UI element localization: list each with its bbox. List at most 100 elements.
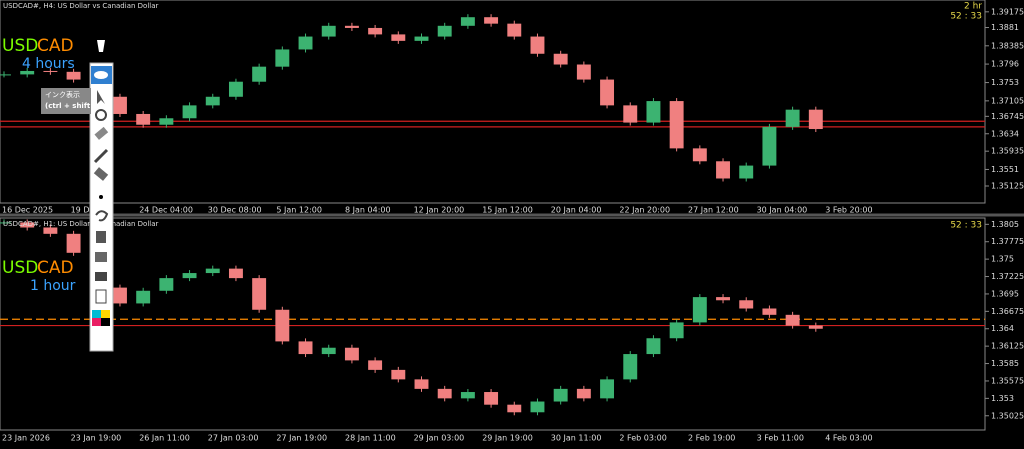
color-yellow[interactable] <box>101 310 110 318</box>
y-tick-label: 1.36675 <box>991 307 1024 316</box>
candle-body <box>368 27 383 35</box>
candle-body <box>159 278 174 291</box>
x-tick-label: 30 Jan 04:00 <box>757 206 808 215</box>
candle-body <box>275 49 290 67</box>
x-tick-label: 3 Feb 11:00 <box>757 434 804 443</box>
y-tick-label: 1.38385 <box>991 41 1024 50</box>
candle-body <box>391 34 406 41</box>
candle-body <box>530 36 545 54</box>
y-tick-label: 1.36745 <box>991 112 1024 121</box>
tooltip-shortcut: (ctrl + shift + <box>45 102 99 110</box>
marker-tool[interactable] <box>93 167 109 181</box>
countdown: 52 : 33 <box>950 12 982 22</box>
y-tick-label: 1.35125 <box>991 182 1024 191</box>
candle-body <box>275 309 290 342</box>
candle-body <box>344 347 359 361</box>
candle-body <box>437 388 452 399</box>
candle-body <box>460 392 475 399</box>
candle-body <box>576 64 591 80</box>
x-tick-label: 16 Dec 2025 <box>2 206 53 215</box>
x-tick-label: 26 Jan 11:00 <box>139 434 190 443</box>
candle-body <box>716 297 730 301</box>
camera-tool[interactable] <box>95 272 107 281</box>
candle-body <box>692 148 707 162</box>
x-tick-label: 2 Feb 19:00 <box>688 434 735 443</box>
y-tick-label: 1.35575 <box>991 376 1024 385</box>
y-tick-label: 1.3796 <box>991 60 1019 69</box>
candle-body <box>136 113 151 125</box>
timer-hours: 2 hr <box>964 2 982 12</box>
x-tick-label: 24 Dec 04:00 <box>139 206 193 215</box>
y-tick-label: 1.375 <box>991 255 1014 264</box>
candle-body <box>600 379 615 399</box>
x-tick-label: 19 Dec 1 <box>71 206 107 215</box>
candle-body <box>484 392 499 405</box>
candle-body <box>159 118 174 125</box>
clipboard-tool[interactable] <box>95 289 107 304</box>
color-cyan[interactable] <box>92 310 101 318</box>
y-tick-label: 1.37775 <box>991 237 1024 246</box>
candle-body <box>785 109 800 127</box>
x-tick-label: 3 Feb 20:00 <box>825 206 872 215</box>
x-tick-label: 27 Jan 03:00 <box>208 434 259 443</box>
candle-body <box>252 66 267 82</box>
candle-body <box>0 74 11 76</box>
candle-body <box>298 341 313 355</box>
candle-body <box>553 53 568 65</box>
undo-tool[interactable] <box>95 210 109 222</box>
candle-body <box>20 70 35 75</box>
candle-body <box>298 36 313 50</box>
x-tick-label: 28 Jan 11:00 <box>345 434 396 443</box>
candle-body <box>576 388 591 399</box>
x-tick-label: 15 Jan 12:00 <box>482 206 533 215</box>
x-tick-label: 30 Dec 08:00 <box>208 206 262 215</box>
candle-body <box>437 25 452 37</box>
chart-title: USDCAD#, H1: US Dollar vs Canadian Dolla… <box>3 220 158 228</box>
candle-body <box>669 101 684 149</box>
drawing-toolbar[interactable] <box>89 62 114 352</box>
overlay-base: USD <box>2 36 38 56</box>
color-black[interactable] <box>101 318 110 326</box>
y-tick-label: 1.3634 <box>991 129 1019 138</box>
overlay-quote: CAD <box>37 258 74 278</box>
countdown: 52 : 33 <box>950 221 982 231</box>
candle-body <box>43 227 58 234</box>
y-tick-label: 1.3551 <box>991 165 1019 174</box>
y-tick-label: 1.35025 <box>991 411 1024 420</box>
y-tick-label: 1.3881 <box>991 23 1019 32</box>
tooltip-title: インク表示 <box>45 90 80 99</box>
pen-tool[interactable] <box>93 148 109 164</box>
candle-body <box>484 17 499 24</box>
candle-body <box>113 287 127 304</box>
x-tick-label: 29 Jan 19:00 <box>482 434 533 443</box>
candle-body <box>414 379 429 389</box>
x-tick-label: 5 Jan 12:00 <box>276 206 322 215</box>
candle-body <box>623 354 638 380</box>
candle-body <box>669 322 684 339</box>
candle-body <box>344 25 359 28</box>
x-tick-label: 27 Jan 19:00 <box>276 434 327 443</box>
eraser-tool[interactable] <box>94 126 109 140</box>
candle-body <box>113 96 127 114</box>
candle-body <box>182 105 197 119</box>
link-tool[interactable] <box>95 109 107 121</box>
overlay-frame: 1 hour <box>30 278 76 294</box>
board-tool[interactable] <box>95 252 107 262</box>
y-tick-label: 1.36125 <box>991 342 1024 351</box>
candle-body <box>66 71 81 80</box>
color-magenta[interactable] <box>92 318 101 326</box>
candle-body <box>692 297 707 323</box>
delete-tool[interactable] <box>96 231 106 243</box>
top-pane-frame <box>0 0 986 204</box>
candle-body <box>20 222 35 228</box>
candle-body <box>762 308 777 315</box>
candle-body <box>0 222 11 224</box>
cursor-tool[interactable] <box>97 90 105 104</box>
candle-body <box>321 347 336 355</box>
y-tick-label: 1.39175 <box>991 7 1024 16</box>
chart-title: USDCAD#, H4: US Dollar vs Canadian Dolla… <box>3 2 158 10</box>
candle-body <box>739 165 754 179</box>
y-tick-label: 1.35935 <box>991 147 1024 156</box>
x-tick-label: 30 Jan 11:00 <box>551 434 602 443</box>
dot-tool[interactable] <box>99 195 103 199</box>
